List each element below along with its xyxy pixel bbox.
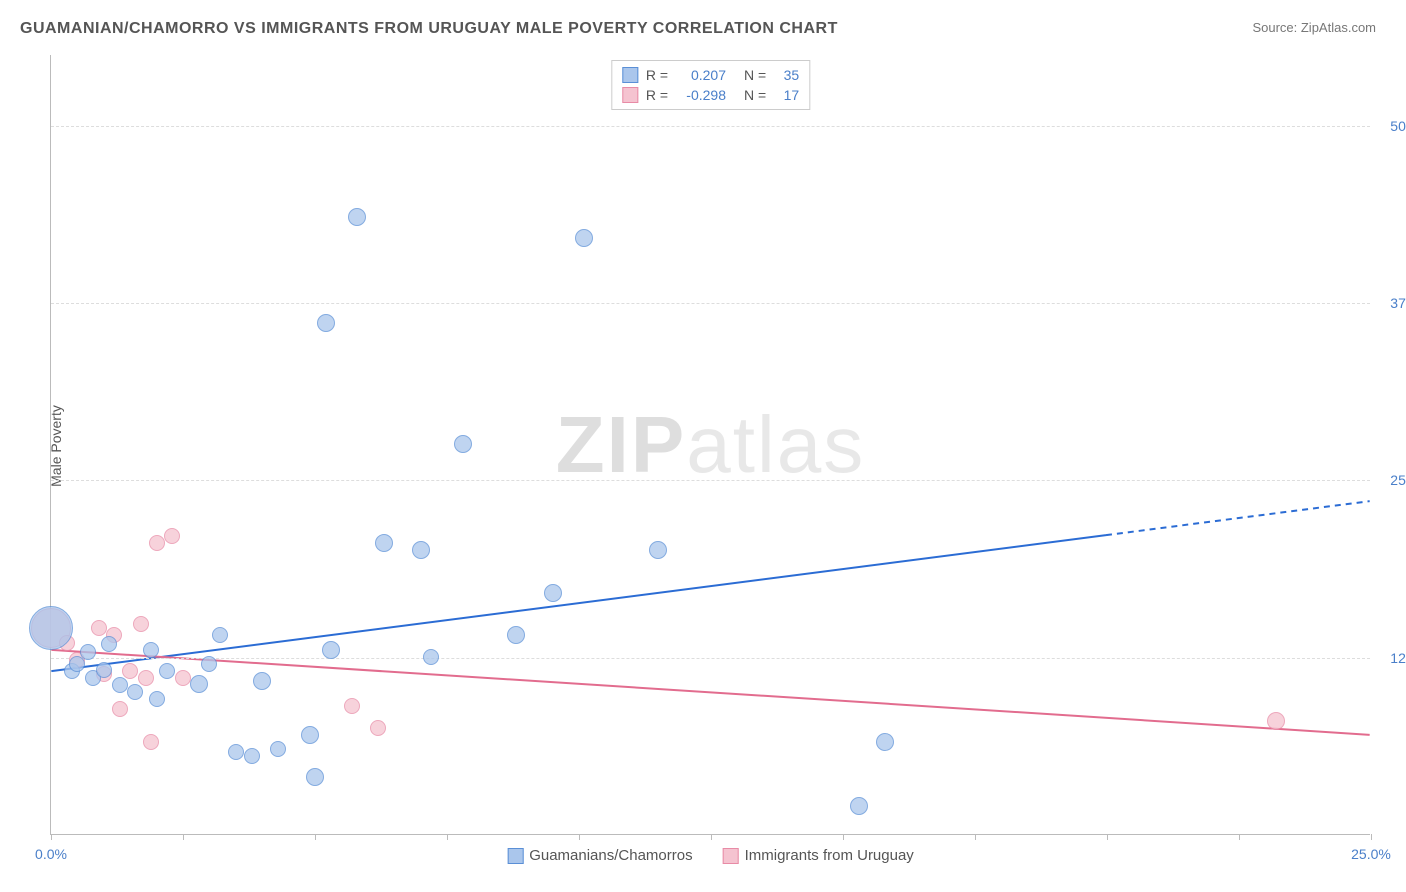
scatter-point-blue <box>149 691 165 707</box>
scatter-point-blue <box>375 534 393 552</box>
scatter-point-blue <box>143 642 159 658</box>
scatter-point-pink <box>370 720 386 736</box>
n-label: N = <box>744 67 766 83</box>
r-label: R = <box>646 87 668 103</box>
scatter-point-blue <box>190 675 208 693</box>
y-tick-label: 12.5% <box>1390 650 1406 666</box>
scatter-point-pink <box>112 701 128 717</box>
scatter-point-blue <box>575 229 593 247</box>
scatter-point-pink <box>175 670 191 686</box>
x-tick <box>1239 834 1240 840</box>
scatter-point-pink <box>1267 712 1285 730</box>
watermark-zip: ZIP <box>556 400 686 489</box>
scatter-point-blue <box>96 662 112 678</box>
x-tick <box>447 834 448 840</box>
scatter-point-blue <box>127 684 143 700</box>
chart-plot-area: ZIPatlas R = 0.207 N = 35 R = -0.298 N =… <box>50 55 1370 835</box>
scatter-point-blue <box>253 672 271 690</box>
scatter-point-blue <box>159 663 175 679</box>
scatter-point-blue <box>544 584 562 602</box>
x-tick-label: 0.0% <box>35 846 67 862</box>
r-value: -0.298 <box>676 87 726 103</box>
legend-item: Immigrants from Uruguay <box>723 847 914 864</box>
legend-label: Guamanians/Chamorros <box>529 847 692 864</box>
scatter-point-blue <box>507 626 525 644</box>
scatter-point-pink <box>122 663 138 679</box>
scatter-point-blue <box>244 748 260 764</box>
scatter-point-blue <box>850 797 868 815</box>
n-value: 35 <box>774 67 799 83</box>
x-tick <box>51 834 52 840</box>
x-tick <box>183 834 184 840</box>
y-tick-label: 37.5% <box>1390 295 1406 311</box>
scatter-point-blue <box>876 733 894 751</box>
scatter-point-blue <box>112 677 128 693</box>
source-label: Source: ZipAtlas.com <box>1252 20 1376 35</box>
legend-swatch <box>723 848 739 864</box>
x-tick <box>975 834 976 840</box>
scatter-point-pink <box>164 528 180 544</box>
trend-lines <box>51 55 1370 834</box>
x-tick <box>579 834 580 840</box>
scatter-point-blue <box>201 656 217 672</box>
scatter-point-blue <box>348 208 366 226</box>
x-tick <box>711 834 712 840</box>
legend-swatch <box>622 67 638 83</box>
x-tick-label: 25.0% <box>1351 846 1391 862</box>
y-tick-label: 50.0% <box>1390 118 1406 134</box>
gridline <box>51 480 1370 481</box>
x-tick <box>315 834 316 840</box>
scatter-point-pink <box>149 535 165 551</box>
scatter-point-blue <box>270 741 286 757</box>
scatter-point-pink <box>344 698 360 714</box>
x-tick <box>843 834 844 840</box>
scatter-point-blue <box>412 541 430 559</box>
x-tick <box>1107 834 1108 840</box>
scatter-point-blue <box>317 314 335 332</box>
watermark: ZIPatlas <box>556 399 865 491</box>
gridline <box>51 303 1370 304</box>
gridline <box>51 658 1370 659</box>
scatter-point-blue <box>423 649 439 665</box>
scatter-point-blue <box>301 726 319 744</box>
scatter-point-pink <box>143 734 159 750</box>
scatter-point-blue <box>322 641 340 659</box>
series-legend: Guamanians/Chamorros Immigrants from Uru… <box>507 847 914 864</box>
legend-item: Guamanians/Chamorros <box>507 847 692 864</box>
y-tick-label: 25.0% <box>1390 472 1406 488</box>
legend-swatch <box>507 848 523 864</box>
scatter-point-blue <box>101 636 117 652</box>
r-value: 0.207 <box>676 67 726 83</box>
scatter-point-blue <box>306 768 324 786</box>
legend-row: R = -0.298 N = 17 <box>622 85 799 105</box>
scatter-point-pink <box>133 616 149 632</box>
legend-row: R = 0.207 N = 35 <box>622 65 799 85</box>
scatter-point-blue <box>212 627 228 643</box>
scatter-point-pink <box>138 670 154 686</box>
scatter-point-blue <box>29 606 73 650</box>
scatter-point-pink <box>91 620 107 636</box>
scatter-point-blue <box>228 744 244 760</box>
n-value: 17 <box>774 87 799 103</box>
watermark-atlas: atlas <box>686 400 865 489</box>
scatter-point-blue <box>454 435 472 453</box>
r-label: R = <box>646 67 668 83</box>
chart-title: GUAMANIAN/CHAMORRO VS IMMIGRANTS FROM UR… <box>20 20 838 38</box>
correlation-legend: R = 0.207 N = 35 R = -0.298 N = 17 <box>611 60 810 110</box>
legend-swatch <box>622 87 638 103</box>
n-label: N = <box>744 87 766 103</box>
legend-label: Immigrants from Uruguay <box>745 847 914 864</box>
gridline <box>51 126 1370 127</box>
scatter-point-blue <box>80 644 96 660</box>
x-tick <box>1371 834 1372 840</box>
scatter-point-blue <box>649 541 667 559</box>
